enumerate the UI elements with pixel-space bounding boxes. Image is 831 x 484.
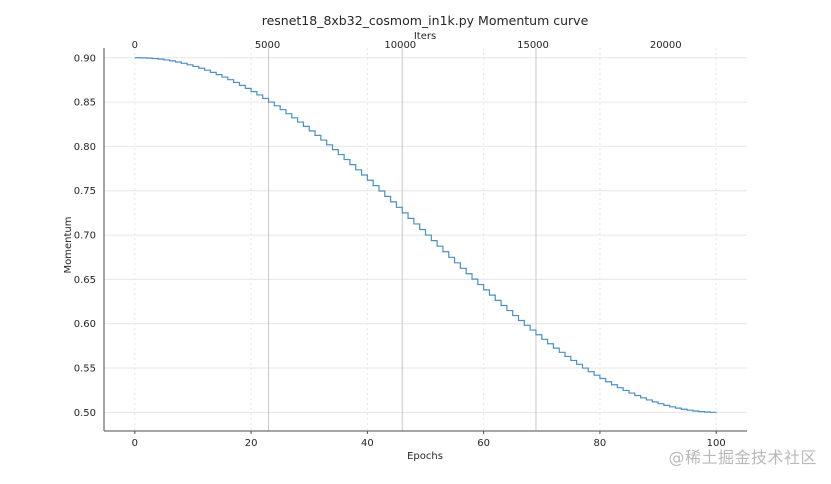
top-x-axis-label: Iters: [414, 31, 436, 42]
watermark: @稀土掘金技术社区: [668, 448, 817, 467]
axes: [103, 48, 747, 432]
series-layer: [134, 57, 717, 413]
top-tick-label-0: 0: [132, 40, 138, 51]
y-tick-label-6: 0.60: [74, 319, 96, 330]
ticks: 0.90 0.85 0.80 0.75 0.70 0.65 0.60 0.55 0.50 0 20 4…: [74, 40, 726, 449]
x-tick-label-2: 40: [361, 438, 374, 449]
top-tick-label-1: 5000: [255, 40, 280, 51]
momentum-series-line: [134, 57, 717, 413]
y-tick-label-4: 0.70: [74, 231, 96, 242]
y-tick-label-1: 0.85: [74, 98, 96, 109]
x-tick-label-4: 80: [594, 438, 607, 449]
y-axis-label: Momentum: [63, 217, 74, 274]
y-tick-label-2: 0.80: [74, 142, 96, 153]
top-tick-label-4: 20000: [650, 40, 682, 51]
x-axis-label: Epochs: [407, 451, 443, 462]
top-tick-label-2: 10000: [384, 40, 416, 51]
chart-title: resnet18_8xb32_cosmom_in1k.py Momentum c…: [262, 13, 589, 28]
y-tick-label-7: 0.55: [74, 364, 96, 375]
grid-layer: [104, 48, 747, 431]
y-tick-label-5: 0.65: [74, 275, 96, 286]
x-tick-label-3: 60: [477, 438, 490, 449]
y-tick-label-3: 0.75: [74, 186, 96, 197]
epoch-separators: [268, 48, 537, 431]
x-tick-label-1: 20: [245, 438, 258, 449]
y-tick-label-8: 0.50: [74, 408, 96, 419]
x-tick-label-0: 0: [132, 438, 138, 449]
y-tick-label-0: 0.90: [74, 53, 96, 64]
x-tick-label-5: 100: [707, 438, 726, 449]
top-tick-label-3: 15000: [517, 40, 549, 51]
